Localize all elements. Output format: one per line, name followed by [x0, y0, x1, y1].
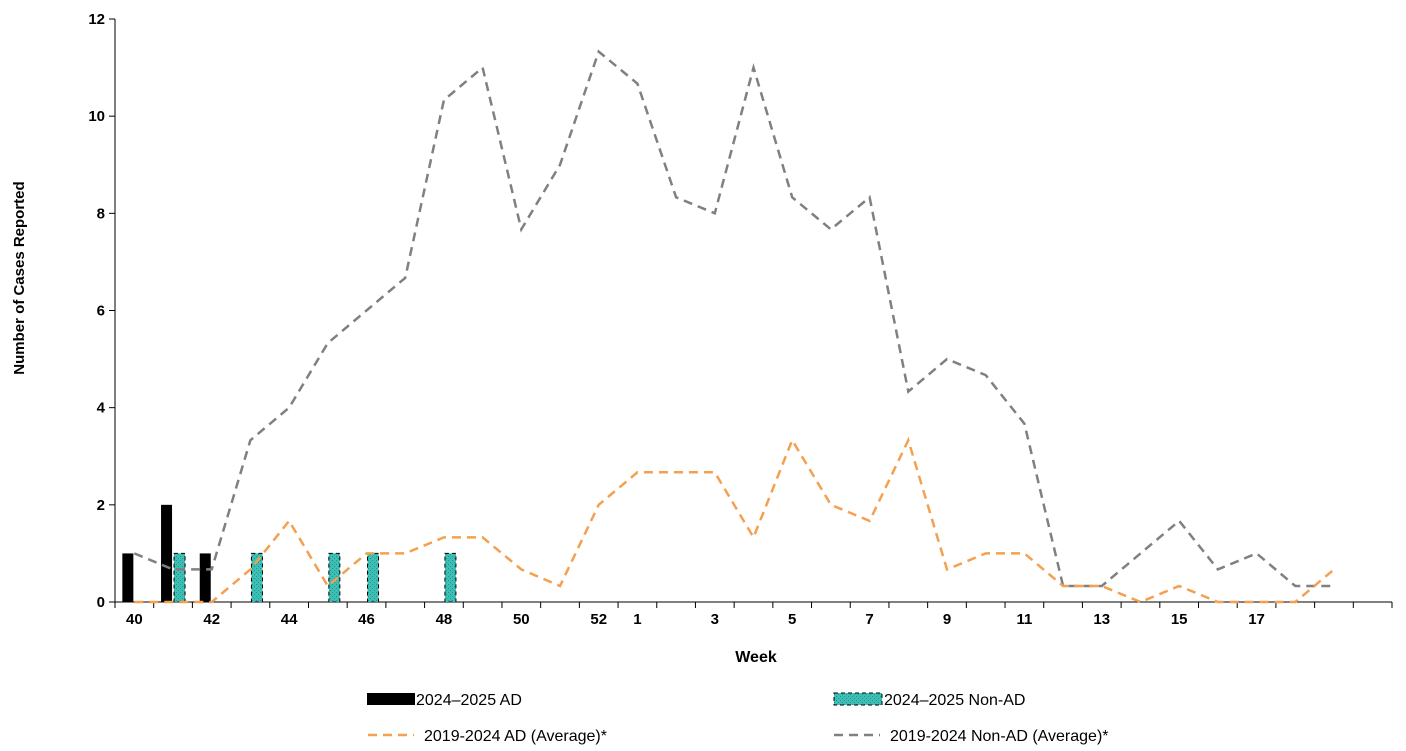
legend-label-ad-avg: 2019-2024 AD (Average)* — [424, 728, 607, 745]
x-tick-label: 11 — [1016, 611, 1032, 628]
bar-nonad-2024 — [444, 552, 457, 603]
legend: 2024–2025 AD 2024–2025 Non-AD 2019-2024 … — [367, 692, 1109, 745]
legend-item-ad-2024: 2024–2025 AD — [367, 692, 522, 709]
bar-nonad-2024 — [173, 552, 186, 603]
bar-ad-2024 — [122, 553, 134, 602]
x-tick-label: 52 — [590, 611, 607, 628]
y-tick-label: 2 — [97, 497, 105, 514]
line-ad-average — [134, 436, 1335, 604]
x-tick-label: 42 — [203, 611, 220, 628]
legend-label-ad-2024: 2024–2025 AD — [416, 692, 522, 709]
y-axis: 0 2 4 6 8 10 12 — [88, 11, 116, 611]
x-axis-label: Week — [735, 649, 777, 666]
bar-ad-2024 — [199, 553, 211, 602]
x-tick-label: 44 — [281, 611, 298, 628]
x-tick-label: 7 — [865, 611, 873, 628]
x-tick-label: 46 — [358, 611, 375, 628]
y-tick-label: 0 — [97, 594, 105, 611]
x-tick-label: 40 — [126, 611, 143, 628]
legend-swatch-ad-2024 — [367, 693, 415, 705]
y-tick-label: 6 — [97, 303, 105, 320]
y-tick-label: 8 — [97, 205, 105, 222]
bar-nonad-2024 — [367, 552, 380, 603]
x-tick-label: 50 — [513, 611, 530, 628]
line-nonad-average — [133, 49, 1334, 588]
x-tick-label: 5 — [788, 611, 796, 628]
legend-label-nonad-avg: 2019-2024 Non-AD (Average)* — [890, 728, 1109, 745]
y-tick-label: 10 — [88, 108, 105, 125]
y-tick-label: 4 — [97, 400, 106, 417]
bar-nonad-2024 — [328, 552, 341, 603]
x-tick-label: 1 — [633, 611, 641, 628]
bars — [122, 504, 457, 603]
bar-ad-2024 — [161, 504, 173, 602]
legend-label-nonad-2024: 2024–2025 Non-AD — [884, 692, 1025, 709]
legend-item-nonad-avg: 2019-2024 Non-AD (Average)* — [834, 728, 1109, 745]
legend-item-ad-avg: 2019-2024 AD (Average)* — [368, 728, 607, 745]
legend-item-nonad-2024: 2024–2025 Non-AD — [833, 692, 1025, 709]
x-tick-label: 3 — [711, 611, 719, 628]
series-lines — [133, 49, 1335, 604]
x-tick-label: 13 — [1093, 611, 1110, 628]
x-tick-label: 48 — [436, 611, 453, 628]
y-axis-label: Number of Cases Reported — [11, 181, 28, 374]
x-tick-label: 9 — [943, 611, 951, 628]
x-axis: 40 42 44 46 48 50 52 1 3 5 7 9 11 13 15 17 — [114, 601, 1393, 628]
x-tick-label: 15 — [1171, 611, 1188, 628]
x-tick-label: 17 — [1248, 611, 1265, 628]
legend-swatch-nonad-2024 — [833, 692, 883, 706]
y-tick-label: 12 — [88, 11, 105, 28]
bar-nonad-2024 — [250, 552, 263, 603]
